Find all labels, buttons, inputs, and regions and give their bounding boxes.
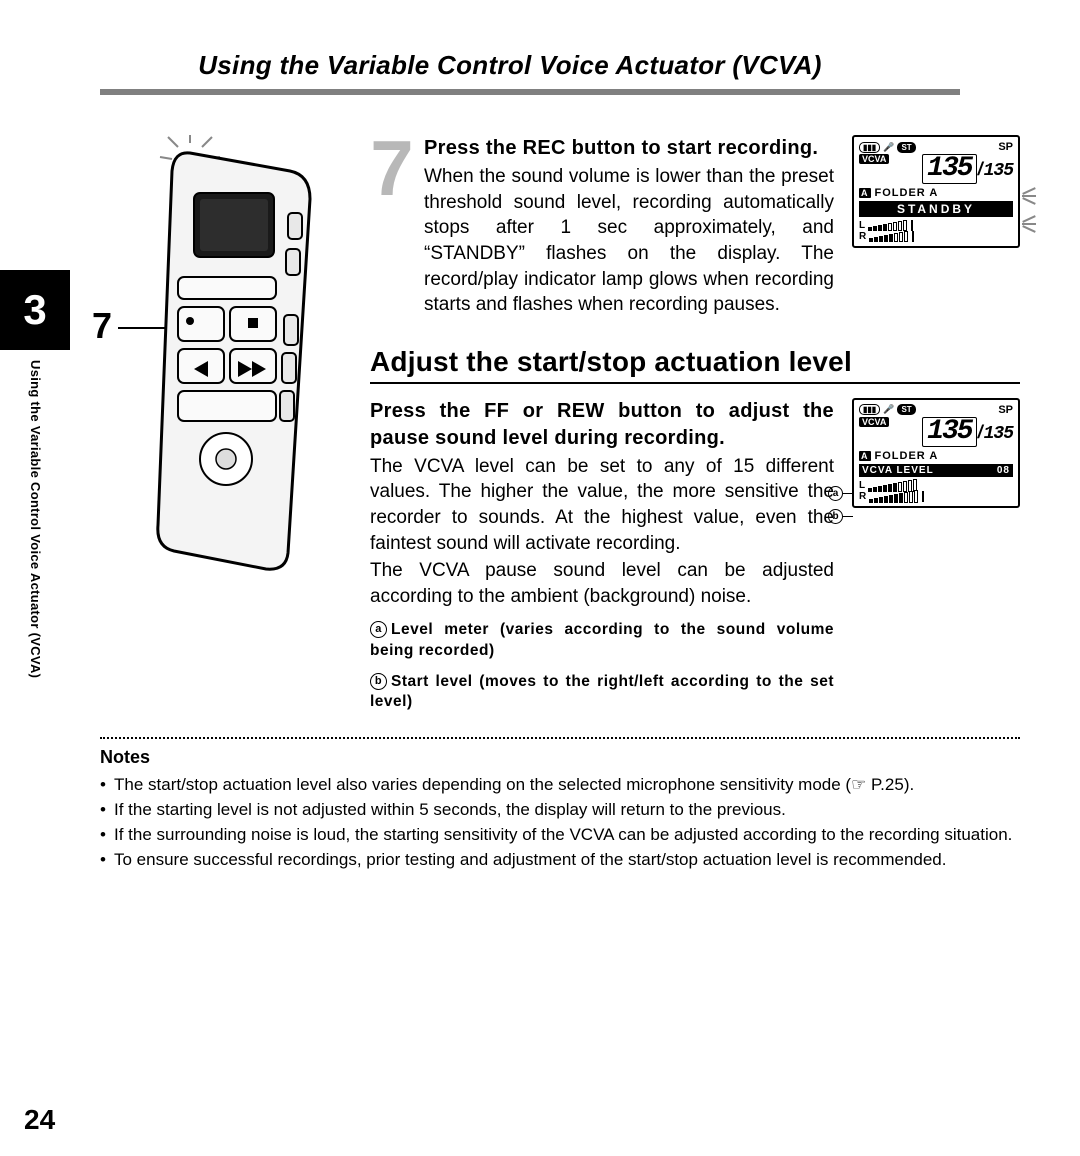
lcd2-folder-label: FOLDER A xyxy=(875,450,939,462)
page-header-title: Using the Variable Control Voice Actuato… xyxy=(0,50,1020,81)
legend-b: bStart level (moves to the right/left ac… xyxy=(370,672,834,714)
legend-a-label: a xyxy=(370,621,387,638)
lcd1-small-number: 135 xyxy=(984,161,1013,181)
adjust-body-1: The VCVA level can be set to any of 15 d… xyxy=(370,454,834,557)
adjust-heading-pre: Press the xyxy=(370,400,484,422)
step7-heading-pre: Press the xyxy=(424,137,523,159)
lcd2-label-a: a xyxy=(828,486,843,501)
flash-indicator-icon xyxy=(1022,187,1036,205)
lcd2-small-number: 135 xyxy=(984,424,1013,444)
notes-list: The start/stop actuation level also vari… xyxy=(100,774,1020,872)
lcd1-folder-icon: A xyxy=(859,188,871,198)
lcd2-R-meter xyxy=(869,490,918,503)
legend-b-label: b xyxy=(370,673,387,690)
adjust-body-2: The VCVA pause sound level can be adjust… xyxy=(370,558,834,609)
callout-leader-line xyxy=(118,327,166,329)
lcd-st-icon: ST xyxy=(897,142,915,153)
step7-heading-post: button to start recording. xyxy=(566,137,819,159)
notes-block: Notes The start/stop actuation level als… xyxy=(0,747,1020,872)
lcd2-L-label: L xyxy=(859,480,865,491)
device-illustration-column: 7 xyxy=(100,135,350,713)
lcd2-big-number: 135 xyxy=(922,417,976,447)
chapter-side-label: Using the Variable Control Voice Actuato… xyxy=(28,360,43,678)
adjust-row: Press the FF or REW button to adjust the… xyxy=(370,398,1020,714)
step-7-body: When the sound volume is lower than the … xyxy=(424,164,834,318)
lcd2-vcva-level-banner: VCVA LEVEL 08 xyxy=(859,464,1013,477)
rew-button-label: REW xyxy=(557,400,605,422)
lcd2-sp: SP xyxy=(998,404,1013,416)
lcd2-R-label: R xyxy=(859,491,866,502)
lcd1-big-number: 135 xyxy=(922,154,976,184)
notes-item: If the starting level is not adjusted wi… xyxy=(100,799,1020,822)
page-number: 24 xyxy=(24,1104,55,1136)
step-number-7: 7 xyxy=(370,135,414,318)
lcd-slash: / xyxy=(978,159,983,180)
lcd1-L-meter xyxy=(868,220,907,231)
lcd-screenshot-1: ▮▮▮ 🎤 ST SP VCVA 135 / 135 xyxy=(852,135,1020,318)
section-title: Adjust the start/stop actuation level xyxy=(370,346,1020,384)
lcd1-folder-label: FOLDER A xyxy=(875,187,939,199)
lcd1-R-label: R xyxy=(859,231,866,242)
lcd1-vcva-badge: VCVA xyxy=(859,154,889,164)
lcd-mic-icon: 🎤 xyxy=(883,142,894,153)
lcd2-banner-label: VCVA LEVEL xyxy=(862,465,934,476)
lcd1-sp: SP xyxy=(998,141,1013,153)
lcd-slash: / xyxy=(978,422,983,443)
lcd2-vcva-badge: VCVA xyxy=(859,417,889,427)
flash-indicator-icon xyxy=(1022,215,1036,233)
notes-item: To ensure successful recordings, prior t… xyxy=(100,849,1020,872)
step-7-heading: Press the REC button to start recording. xyxy=(424,135,834,162)
lcd2-folder-icon: A xyxy=(859,451,871,461)
lcd2-banner-value: 08 xyxy=(997,465,1010,476)
main-content: 7 xyxy=(0,135,1020,713)
chapter-tab: 3 xyxy=(0,270,70,350)
lcd1-L-label: L xyxy=(859,220,865,231)
recorder-device-icon xyxy=(100,135,350,575)
lcd-mic-icon: 🎤 xyxy=(883,404,894,415)
callout-number-7: 7 xyxy=(92,305,112,347)
notes-title: Notes xyxy=(100,747,1020,768)
legend-b-text: Start level (moves to the right/left acc… xyxy=(370,673,834,711)
lcd1-standby-banner: STANDBY xyxy=(859,201,1013,217)
notes-item: If the surrounding noise is loud, the st… xyxy=(100,824,1020,847)
lcd-battery-icon: ▮▮▮ xyxy=(859,142,880,153)
lcd1-R-meter xyxy=(869,231,908,242)
notes-divider xyxy=(100,737,1020,739)
adjust-heading-mid: or xyxy=(509,400,557,422)
legend-a-text: Level meter (varies according to the sou… xyxy=(370,621,834,659)
notes-item: The start/stop actuation level also vari… xyxy=(100,774,1020,797)
adjust-heading: Press the FF or REW button to adjust the… xyxy=(370,398,834,452)
lcd2-label-b: b xyxy=(828,509,843,524)
lcd-battery-icon: ▮▮▮ xyxy=(859,404,880,415)
lcd-st-icon: ST xyxy=(897,404,915,415)
content-column: 7 Press the REC button to start recordin… xyxy=(370,135,1020,713)
ff-button-label: FF xyxy=(484,400,509,422)
step-7-row: 7 Press the REC button to start recordin… xyxy=(370,135,1020,318)
rec-button-label: REC xyxy=(523,137,566,159)
lcd-screenshot-2: a b ▮▮▮ 🎤 ST SP V xyxy=(852,398,1020,714)
legend-a: aLevel meter (varies according to the so… xyxy=(370,620,834,662)
header-rule xyxy=(100,89,960,95)
